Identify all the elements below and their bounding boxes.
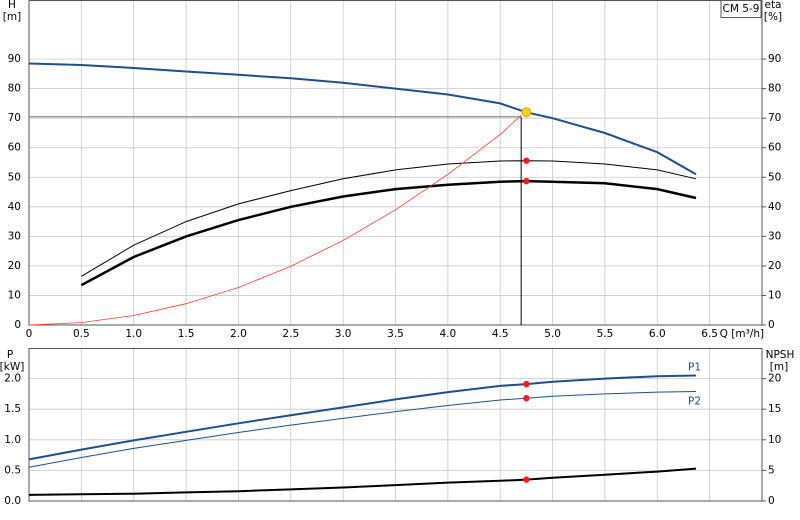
y2-tick-label: 0 [768,495,775,507]
y-tick-label: 1.5 [4,403,21,415]
y2-axis-unit: [%] [764,11,782,23]
x-tick-label: 1.5 [178,328,195,340]
plot-frame [28,348,763,502]
series-line [28,114,522,326]
x-tick-label: 1.0 [125,328,142,340]
y-tick-label: 40 [8,201,21,213]
x-tick-label: 5.0 [544,328,561,340]
x-tick-label: 0 [26,328,33,340]
y-tick-label: 20 [8,260,21,272]
y-axis-unit: [m] [3,11,21,23]
y-tick-label: 2.0 [4,373,21,385]
x-tick-label: 6.5 [701,328,718,340]
series-line [28,391,697,468]
y2-tick-label: 30 [768,230,781,242]
operating-point [523,394,530,402]
x-tick-label: 2.5 [282,328,299,340]
y2-tick-label: 20 [768,260,781,272]
legend-label: P1 [688,362,701,374]
y2-tick-label: 70 [768,112,781,124]
x-tick-label: 3.5 [387,328,404,340]
y-tick-label: 10 [8,289,21,301]
operating-point [523,380,530,388]
x-tick-label: 4.5 [492,328,509,340]
operating-point [523,476,530,483]
y-tick-label: 0.5 [4,464,21,476]
y2-tick-label: 60 [768,142,781,154]
y2-tick-label: 90 [768,53,781,65]
chart-title: CM 5-9 [723,3,760,15]
x-tick-label: 3.0 [335,328,352,340]
x-tick-label: 4.0 [440,328,457,340]
y-tick-label: 1.0 [4,434,21,446]
y-tick-label: 80 [8,83,21,95]
y2-tick-label: 20 [768,373,781,385]
y2-tick-label: 5 [768,464,775,476]
series-line [28,62,697,176]
operating-point [523,177,530,185]
series-line [80,179,697,287]
y2-tick-label: 0 [768,319,775,331]
series-line [81,160,697,277]
x-axis-label: Q [m³/h] [720,328,764,340]
series-line [28,374,697,461]
y2-tick-label: 10 [768,289,781,301]
y-axis-label: H [8,0,16,11]
y-tick-label: 0 [14,319,21,331]
y-tick-label: 60 [8,142,21,154]
operating-point [523,157,530,164]
x-tick-label: 5.5 [597,328,614,340]
series-line [28,467,697,496]
y2-tick-label: 10 [768,434,781,446]
title-box [720,0,762,18]
y-axis-label: P [7,349,13,361]
y-tick-label: 30 [8,230,21,242]
y-tick-label: 0.0 [4,495,21,507]
y2-tick-label: 40 [768,201,781,213]
operating-point [521,107,532,118]
x-tick-label: 6.0 [649,328,666,340]
y2-axis-label: eta [764,0,781,11]
y2-tick-label: 50 [768,171,781,183]
y-tick-label: 70 [8,112,21,124]
x-tick-label: 2.0 [230,328,247,340]
plot-frame [28,0,763,326]
y2-tick-label: 80 [768,83,781,95]
y2-axis-unit: [m] [770,361,788,373]
y2-tick-label: 15 [768,403,781,415]
y-tick-label: 90 [8,53,21,65]
y2-axis-label: NPSH [766,349,795,361]
legend-label: P2 [688,395,701,407]
x-tick-label: 0.5 [73,328,90,340]
y-tick-label: 50 [8,171,21,183]
y-axis-unit: [kW] [0,361,24,373]
